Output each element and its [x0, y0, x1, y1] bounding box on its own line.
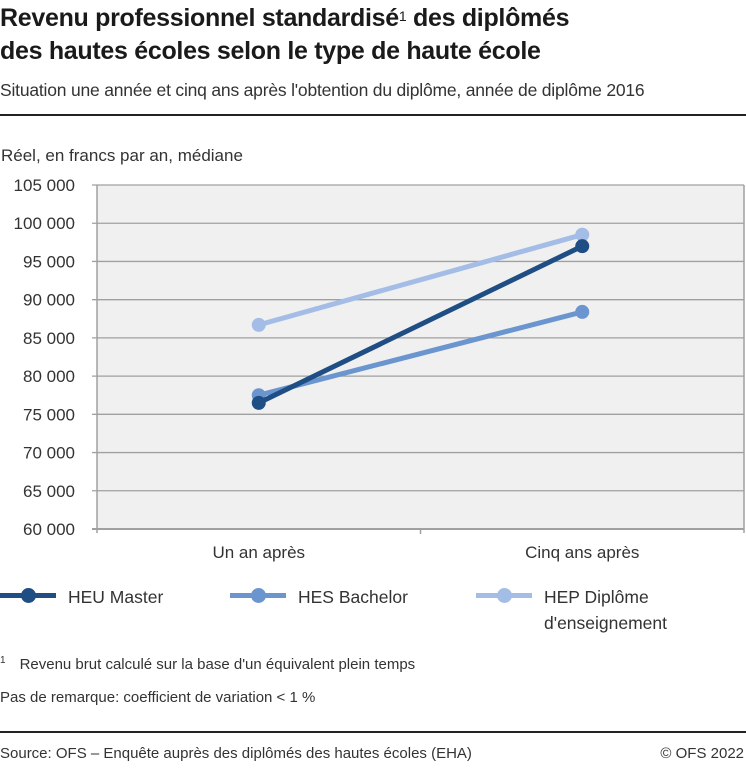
- legend-swatch-hes: [230, 584, 286, 608]
- y-tick-label: 60 000: [23, 520, 75, 539]
- series-line: [258, 309, 583, 398]
- title-text-cont: des diplômés: [406, 4, 570, 32]
- legend-label: HEU Master: [68, 587, 164, 607]
- header-divider: [0, 114, 746, 116]
- x-tick-label: Cinq ans après: [525, 543, 639, 562]
- title-line-2: des hautes écoles selon le type de haute…: [0, 37, 541, 65]
- legend-swatch-heu: [0, 584, 56, 608]
- footer-divider: [0, 731, 746, 733]
- data-point: [575, 239, 590, 254]
- legend-item-heu-master: HEU Master: [0, 584, 163, 610]
- y-tick-label: 90 000: [23, 291, 75, 310]
- y-tick-label: 80 000: [23, 367, 75, 386]
- copyright-text: © OFS 2022: [660, 745, 744, 762]
- chart-subtitle: Situation une année et cinq ans après l'…: [0, 80, 645, 100]
- series-line: [257, 243, 584, 406]
- legend-label: HES Bachelor: [298, 587, 408, 607]
- chart-title: Revenu professionnel standardisé1 des di…: [0, 2, 746, 68]
- y-tick-label: 75 000: [23, 405, 75, 424]
- legend-swatch-hep: [476, 584, 532, 608]
- title-footnote-marker: 1: [398, 8, 407, 24]
- plot-area: 60 000 65 000 70 000 75 000 80 000 85 000 90 0…: [14, 176, 745, 562]
- footnote-cv: Pas de remarque: coefficient de variatio…: [0, 689, 316, 706]
- data-point: [251, 395, 266, 410]
- y-tick-label: 70 000: [23, 444, 75, 463]
- data-point: [575, 227, 590, 242]
- source-text: Source: OFS – Enquête auprès des diplômé…: [0, 745, 472, 762]
- legend-item-hes-bachelor: HES Bachelor: [230, 584, 408, 610]
- x-tick-label: Un an après: [212, 543, 305, 562]
- legend-label: HEP Diplôme d'enseignement: [544, 587, 668, 633]
- y-axis-unit-label: Réel, en francs par an, médiane: [1, 146, 243, 165]
- line-chart: 60 000 65 000 70 000 75 000 80 000 85 000 90 0…: [14, 176, 745, 562]
- y-tick-label: 105 000: [14, 176, 75, 195]
- legend-item-hep-diplome: HEP Diplôme d'enseignement: [476, 584, 667, 636]
- y-tick-label: 95 000: [23, 252, 75, 271]
- series-line: [258, 232, 583, 328]
- legend: HEU Master HES Bachelor HEP Diplôme d'ens…: [0, 584, 746, 644]
- title-text: Revenu professionnel standardisé: [0, 4, 399, 32]
- footnote-1: 1 Revenu brut calculé sur la base d'un éq…: [0, 655, 416, 673]
- y-tick-label: 85 000: [23, 329, 75, 348]
- y-tick-label: 65 000: [23, 482, 75, 501]
- data-point: [575, 304, 590, 319]
- data-point: [251, 317, 266, 332]
- y-tick-label: 100 000: [14, 214, 75, 233]
